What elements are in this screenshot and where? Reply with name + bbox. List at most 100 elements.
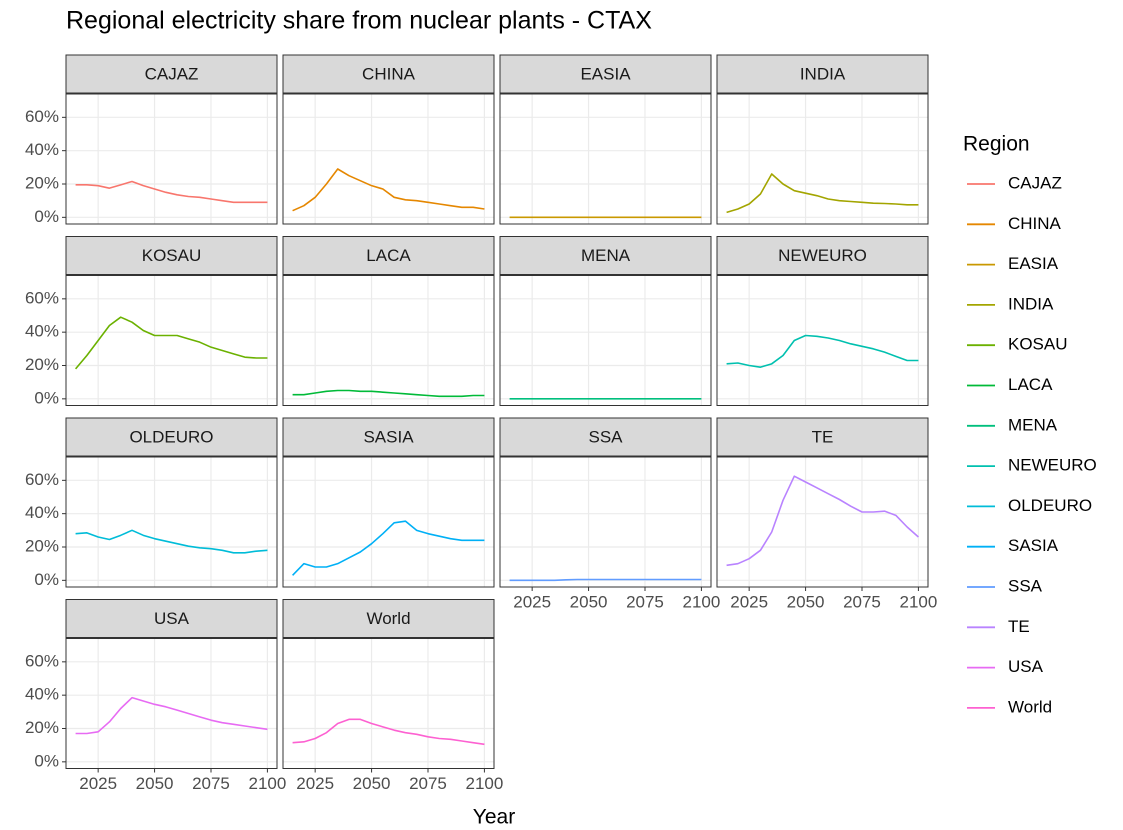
panel-border	[716, 456, 929, 588]
legend-label: SSA	[1008, 576, 1043, 595]
x-tick-label: 2075	[626, 592, 664, 611]
legend-label: OLDEURO	[1008, 496, 1092, 515]
strip	[65, 417, 278, 457]
legend-label: World	[1008, 697, 1052, 716]
strip	[65, 236, 278, 275]
y-tick-label: 20%	[25, 355, 59, 374]
y-tick-label: 60%	[25, 470, 59, 489]
legend-label: KOSAU	[1008, 335, 1068, 354]
strip-label: World	[366, 609, 410, 628]
y-tick-label: 40%	[25, 322, 59, 341]
legend-label: NEWEURO	[1008, 456, 1097, 475]
panel-border	[282, 456, 495, 588]
y-tick-label: 0%	[34, 570, 59, 589]
legend-label: CAJAZ	[1008, 173, 1062, 192]
y-tick-label: 40%	[25, 140, 59, 159]
strip-label: OLDEURO	[129, 427, 213, 446]
y-tick-label: 60%	[25, 651, 59, 670]
x-axis-title: Year	[473, 806, 515, 829]
strip	[499, 236, 712, 275]
panel-border	[65, 638, 278, 769]
panel	[717, 457, 928, 587]
legend-label: SASIA	[1008, 536, 1059, 555]
strip-label: EASIA	[580, 64, 631, 83]
legend-label: EASIA	[1008, 254, 1059, 273]
series-line	[292, 168, 485, 212]
series-line	[75, 529, 268, 554]
legend-label: CHINA	[1008, 214, 1062, 233]
panel-border	[499, 456, 712, 588]
legend-label: TE	[1008, 617, 1030, 636]
legend-label: INDIA	[1008, 294, 1054, 313]
x-tick-label: 2050	[570, 592, 608, 611]
panel	[66, 638, 277, 769]
y-tick-label: 40%	[25, 503, 59, 522]
legend-label: USA	[1008, 657, 1044, 676]
series-line	[292, 520, 485, 576]
x-tick-label: 2100	[682, 592, 720, 611]
x-tick-label: 2100	[248, 774, 286, 793]
y-tick-label: 0%	[34, 207, 59, 226]
strip	[282, 417, 495, 457]
series-line	[75, 696, 268, 735]
x-tick-label: 2050	[787, 592, 825, 611]
strip-label: INDIA	[800, 64, 846, 83]
y-tick-label: 0%	[34, 751, 59, 770]
y-tick-label: 20%	[25, 536, 59, 555]
panel	[283, 275, 494, 406]
strip-label: TE	[812, 427, 834, 446]
strip	[716, 236, 929, 275]
series-line	[75, 180, 268, 204]
panel	[283, 94, 494, 224]
x-tick-label: 2025	[513, 592, 551, 611]
x-tick-label: 2050	[353, 774, 391, 793]
x-tick-label: 2100	[899, 592, 937, 611]
panel-border	[282, 93, 495, 225]
strip	[282, 236, 495, 275]
strip-label: USA	[154, 609, 190, 628]
x-tick-label: 2075	[843, 592, 881, 611]
legend-title: Region	[963, 133, 1030, 156]
panel	[66, 457, 277, 587]
y-tick-label: 40%	[25, 685, 59, 704]
x-tick-label: 2025	[79, 774, 117, 793]
panel-border	[65, 93, 278, 225]
panel	[283, 638, 494, 769]
panel	[66, 275, 277, 406]
strip-label: LACA	[366, 246, 411, 265]
series-line	[726, 334, 919, 368]
panel	[500, 275, 711, 406]
panel	[717, 275, 928, 406]
strip-label: CAJAZ	[145, 64, 199, 83]
panel-border	[282, 638, 495, 769]
panel-border	[282, 275, 495, 406]
x-tick-label: 2025	[296, 774, 334, 793]
y-tick-label: 60%	[25, 288, 59, 307]
series-line	[509, 578, 702, 582]
series-line	[74, 316, 268, 370]
strip-label: SASIA	[363, 427, 414, 446]
y-tick-label: 20%	[25, 173, 59, 192]
panel-border	[65, 275, 278, 406]
x-tick-label: 2050	[136, 774, 174, 793]
strip	[282, 54, 495, 94]
series-line	[726, 475, 919, 567]
legend-label: MENA	[1008, 415, 1058, 434]
panel	[283, 457, 494, 587]
panel-border	[716, 275, 929, 406]
strip	[499, 54, 712, 94]
strip	[499, 417, 712, 457]
strip	[716, 417, 929, 457]
x-tick-label: 2075	[409, 774, 447, 793]
strip	[282, 599, 495, 638]
series-line	[292, 389, 485, 398]
strip-label: CHINA	[362, 64, 416, 83]
y-tick-label: 60%	[25, 107, 59, 126]
panel-border	[499, 93, 712, 225]
panel-border	[65, 456, 278, 588]
panel-border	[716, 93, 929, 225]
series-line	[292, 718, 485, 746]
strip	[716, 54, 929, 94]
strip-label: KOSAU	[142, 246, 202, 265]
